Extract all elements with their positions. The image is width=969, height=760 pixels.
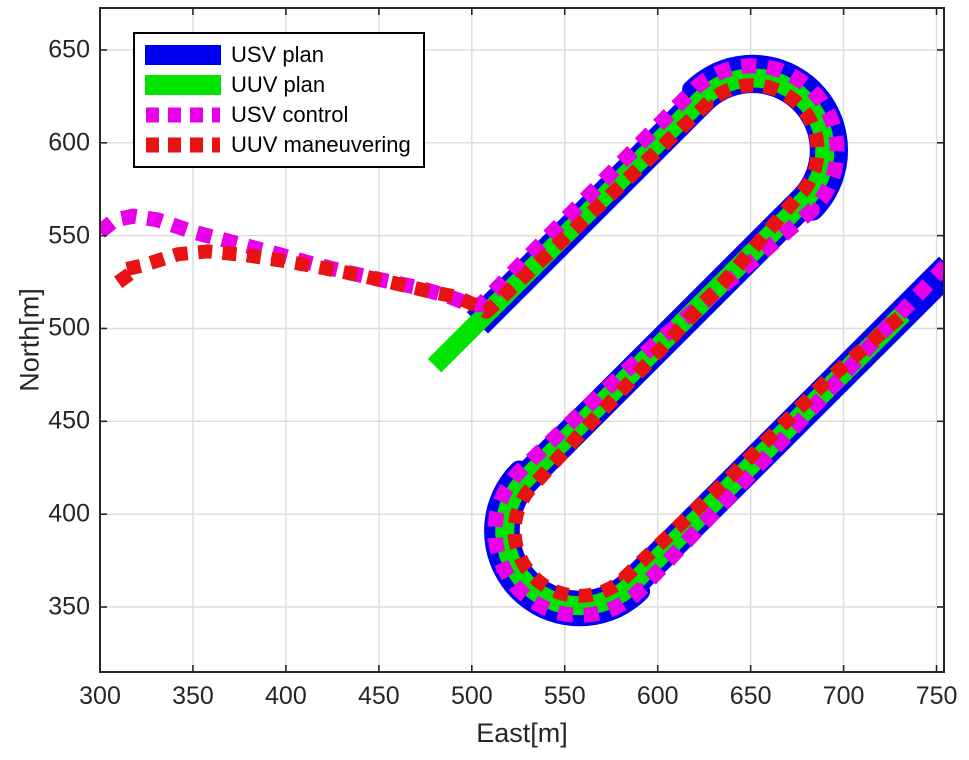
legend-item-label: USV control — [231, 102, 349, 127]
legend-dashed-line-swatch — [146, 137, 220, 153]
x-tick-label: 600 — [636, 682, 679, 710]
series-uuv-maneuvering — [111, 78, 905, 603]
x-tick-label: 750 — [915, 682, 958, 710]
legend-item: UUV maneuvering — [143, 130, 413, 160]
legend-solid-line-swatch — [145, 45, 221, 65]
y-tick-label: 600 — [48, 128, 90, 157]
x-axis-label: East[m] — [476, 718, 568, 748]
x-tick-label: 500 — [450, 682, 493, 710]
y-axis-label: North[m] — [14, 288, 45, 392]
x-tick-label: 350 — [172, 682, 214, 710]
x-tick-label: 300 — [79, 682, 121, 710]
series-uuv-plan — [427, 68, 910, 616]
legend-item-label: UUV plan — [231, 72, 326, 97]
y-tick-label: 350 — [48, 592, 90, 621]
x-tick-label: 550 — [543, 682, 586, 710]
series-group — [100, 54, 944, 627]
legend-item-label: UUV maneuvering — [231, 132, 411, 157]
y-tick-label: 550 — [48, 221, 90, 250]
x-tick-label: 700 — [822, 682, 865, 710]
legend-item: USV control — [143, 100, 413, 130]
legend-dashed-line-swatch — [146, 107, 220, 123]
legend-item: USV plan — [143, 40, 413, 70]
y-tick-label: 500 — [48, 313, 90, 342]
tick-marks — [99, 8, 944, 672]
y-tick-label: 650 — [48, 35, 90, 64]
x-tick-label: 450 — [357, 682, 400, 710]
legend-item: UUV plan — [143, 70, 413, 100]
x-tick-label: 400 — [265, 682, 307, 710]
series-usv-control — [100, 58, 944, 623]
y-tick-label: 450 — [48, 406, 90, 435]
y-tick-label: 400 — [48, 499, 90, 528]
legend-item-label: USV plan — [231, 42, 324, 67]
axis-box — [99, 7, 945, 673]
legend: USV plan UUV plan USV control UUV maneuveri… — [133, 32, 425, 168]
legend-solid-line-swatch — [145, 75, 221, 95]
x-tick-label: 650 — [729, 682, 772, 710]
